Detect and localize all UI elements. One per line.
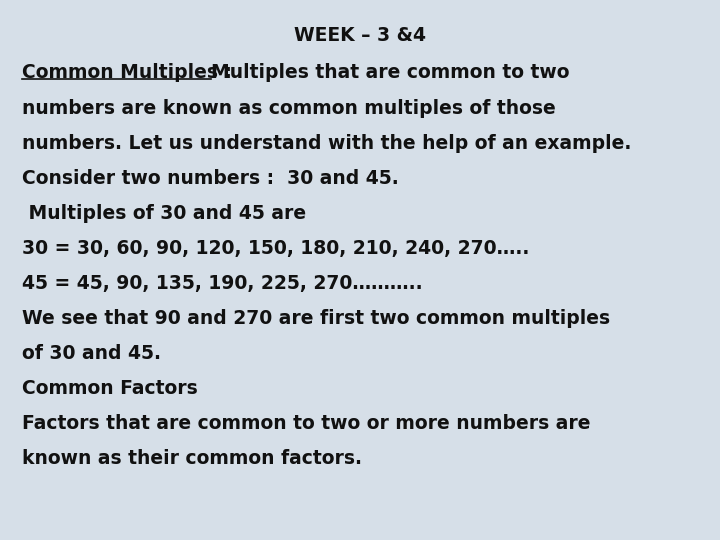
Text: Common Multiples :: Common Multiples : (22, 63, 238, 83)
Text: We see that 90 and 270 are first two common multiples: We see that 90 and 270 are first two com… (22, 309, 610, 328)
Text: of 30 and 45.: of 30 and 45. (22, 344, 161, 363)
Text: Multiples of 30 and 45 are: Multiples of 30 and 45 are (22, 204, 306, 223)
Text: Common Factors: Common Factors (22, 379, 197, 399)
Text: numbers. Let us understand with the help of an example.: numbers. Let us understand with the help… (22, 133, 631, 153)
Text: 30 = 30, 60, 90, 120, 150, 180, 210, 240, 270…..: 30 = 30, 60, 90, 120, 150, 180, 210, 240… (22, 239, 529, 258)
Text: WEEK – 3 &4: WEEK – 3 &4 (294, 25, 426, 45)
Text: Factors that are common to two or more numbers are: Factors that are common to two or more n… (22, 414, 590, 434)
Text: Consider two numbers :  30 and 45.: Consider two numbers : 30 and 45. (22, 168, 398, 188)
Text: known as their common factors.: known as their common factors. (22, 449, 361, 469)
Text: numbers are known as common multiples of those: numbers are known as common multiples of… (22, 98, 555, 118)
Text: 45 = 45, 90, 135, 190, 225, 270………..: 45 = 45, 90, 135, 190, 225, 270……….. (22, 274, 422, 293)
Text: Multiples that are common to two: Multiples that are common to two (211, 63, 570, 83)
